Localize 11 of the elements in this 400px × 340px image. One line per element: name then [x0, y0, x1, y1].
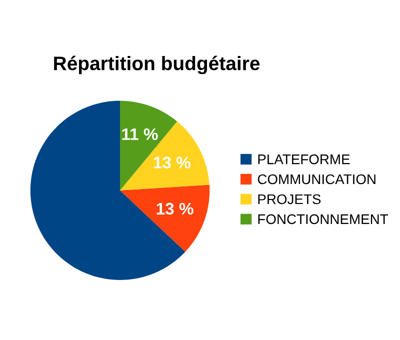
data-label: 13 %: [154, 156, 190, 168]
legend-label: PROJETS: [258, 194, 321, 204]
legend-label: PLATEFORME: [258, 154, 350, 164]
legend-label: COMMUNICATION: [258, 174, 376, 184]
legend-label: FONCTIONNEMENT: [258, 214, 388, 224]
pie-slice: [120, 184, 210, 252]
data-label: 11 %: [122, 128, 158, 140]
pie-slice: [120, 121, 210, 190]
chart-title: Répartition budgétaire: [54, 56, 260, 74]
pie-slice: [120, 100, 178, 190]
data-label: 13 %: [156, 202, 194, 215]
